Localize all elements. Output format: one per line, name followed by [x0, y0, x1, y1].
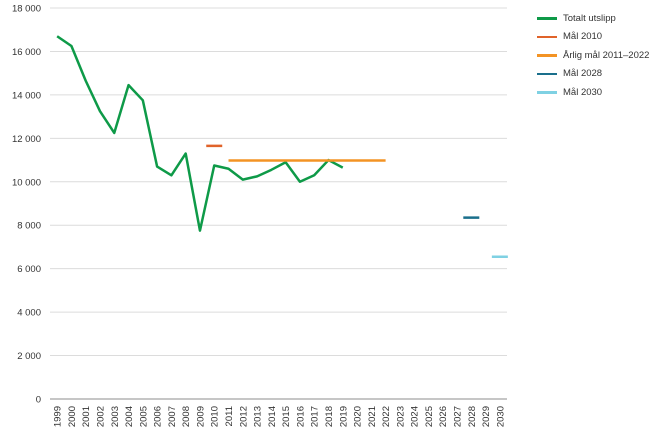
y-tick-label: 10 000 — [12, 177, 41, 188]
legend-item: Totalt utslipp — [537, 9, 649, 28]
x-tick-label: 2003 — [110, 406, 121, 427]
x-tick-label: 2021 — [367, 406, 378, 427]
x-tick-label: 1999 — [53, 406, 64, 427]
x-tick-label: 2006 — [153, 406, 164, 427]
x-axis-ticks: 1999 2000 2001 2002 2003 2004 2005 2006 2007 2008… — [53, 406, 507, 427]
x-tick-label: 2012 — [238, 406, 249, 427]
x-tick-label: 2008 — [181, 406, 192, 427]
x-tick-label: 2000 — [67, 406, 78, 427]
x-tick-label: 2025 — [424, 406, 435, 427]
legend-label: Totalt utslipp — [563, 12, 616, 24]
x-tick-label: 2013 — [253, 406, 264, 427]
y-tick-label: 18 000 — [12, 4, 41, 15]
x-tick-label: 2028 — [467, 406, 478, 427]
x-tick-label: 2011 — [224, 406, 235, 426]
legend-swatch — [537, 35, 557, 38]
x-tick-label: 2024 — [410, 406, 421, 427]
legend-item: Mål 2028 — [537, 65, 649, 84]
x-tick-label: 2029 — [481, 406, 492, 427]
y-axis-ticks: 0 2 000 4 000 6 000 8 000 10 000 12 000 14 000 1… — [12, 4, 41, 406]
x-tick-label: 2019 — [338, 406, 349, 427]
grid-lines — [50, 7, 507, 400]
x-tick-label: 2004 — [124, 406, 135, 427]
x-tick-label: 2016 — [295, 406, 306, 427]
y-tick-label: 8 000 — [17, 221, 41, 232]
x-tick-label: 2027 — [453, 406, 464, 427]
x-tick-label: 2002 — [95, 406, 106, 427]
y-tick-label: 2 000 — [17, 351, 41, 362]
x-tick-label: 2030 — [495, 406, 506, 427]
series-line — [56, 35, 344, 232]
legend-swatch — [537, 17, 557, 20]
x-tick-label: 2001 — [81, 406, 92, 427]
y-tick-label: 4 000 — [17, 308, 41, 319]
legend-label: Årlig mål 2011–2022 — [563, 49, 650, 61]
legend-label: Mål 2030 — [563, 86, 603, 98]
x-tick-label: 2014 — [267, 406, 278, 427]
x-tick-label: 2023 — [395, 406, 406, 427]
legend-item: Mål 2010 — [537, 28, 649, 47]
legend: Totalt utslipp Mål 2010 Årlig mål 2011–202… — [537, 9, 649, 102]
legend-swatch — [537, 72, 557, 75]
y-tick-label: 12 000 — [12, 134, 41, 145]
legend-swatch — [537, 91, 557, 94]
x-tick-label: 2020 — [353, 406, 364, 427]
legend-item: Årlig mål 2011–2022 — [537, 46, 649, 65]
y-tick-label: 6 000 — [17, 264, 41, 275]
x-tick-label: 2010 — [210, 406, 221, 427]
x-tick-label: 2005 — [138, 406, 149, 427]
x-tick-label: 2026 — [438, 406, 449, 427]
x-tick-label: 2009 — [195, 406, 206, 427]
x-tick-label: 2017 — [310, 406, 321, 427]
y-tick-label: 0 — [36, 395, 41, 406]
x-tick-label: 2018 — [324, 406, 335, 427]
legend-label: Mål 2028 — [563, 68, 603, 80]
legend-item: Mål 2030 — [537, 83, 649, 102]
legend-swatch — [537, 54, 557, 57]
x-tick-label: 2007 — [167, 406, 178, 427]
legend-label: Mål 2010 — [563, 31, 603, 43]
x-tick-label: 2015 — [281, 406, 292, 427]
series-lines — [56, 35, 508, 258]
x-tick-label: 2022 — [381, 406, 392, 427]
y-tick-label: 16 000 — [12, 47, 41, 58]
y-tick-label: 14 000 — [12, 90, 41, 101]
